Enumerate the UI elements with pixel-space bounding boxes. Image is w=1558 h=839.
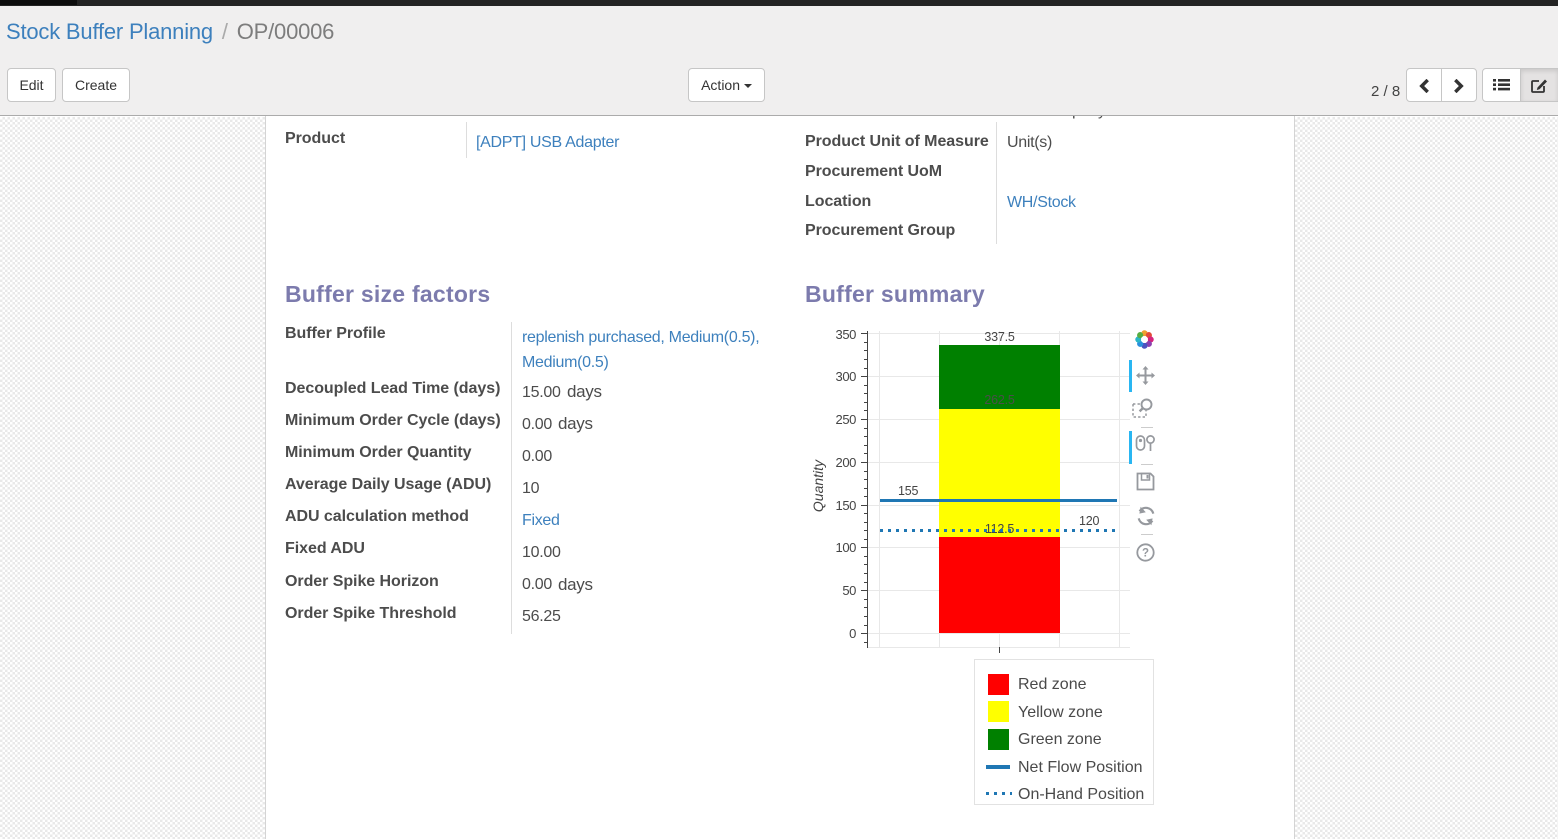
svg-text:?: ? bbox=[1142, 548, 1149, 560]
